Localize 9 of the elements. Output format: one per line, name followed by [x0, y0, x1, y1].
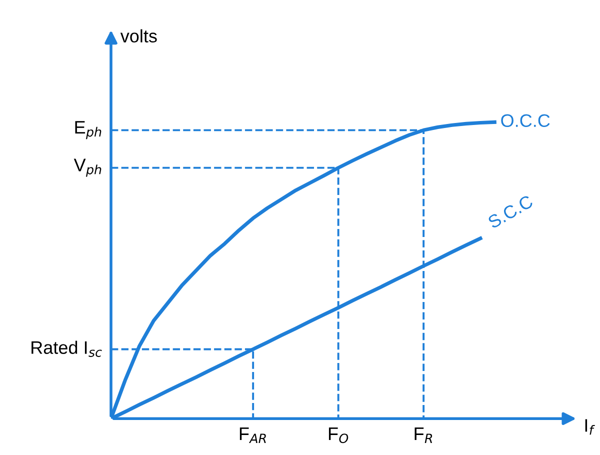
text: V$_{ph}$	[74, 158, 102, 177]
text: Rated I$_{sc}$	[32, 340, 102, 357]
text: E$_{ph}$	[75, 121, 102, 140]
series-label: O.C.C	[501, 114, 550, 128]
x-tick-label: F$_{R}$	[414, 428, 432, 443]
y-axis-title: volts	[120, 29, 157, 43]
x-tick-label: F$_{AR}$	[240, 428, 266, 443]
x-axis-title: I$_{f}$	[585, 419, 595, 435]
x-tick-label: F$_{O}$	[328, 428, 348, 444]
